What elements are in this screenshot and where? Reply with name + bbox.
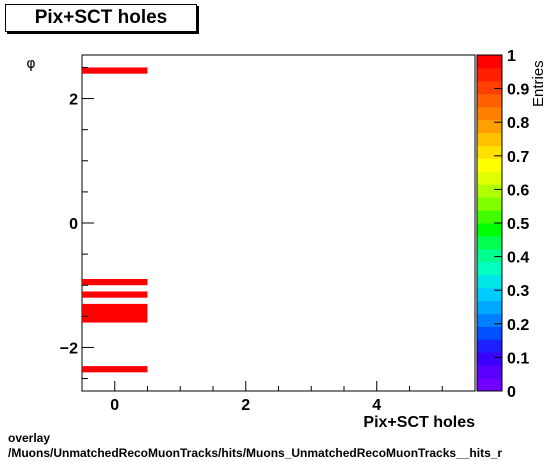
colorbar-tick-label: 0.1 [507, 350, 529, 367]
colorbar-swatch [477, 119, 502, 134]
heatmap-cell [82, 366, 148, 373]
colorbar-swatch [477, 352, 502, 366]
colorbar-swatch [477, 287, 502, 302]
colorbar-swatch [477, 261, 502, 276]
footer-line-2: /Muons/UnmatchedRecoMuonTracks/hits/Muon… [8, 446, 503, 460]
colorbar-swatch [477, 158, 502, 172]
colorbar-label: Entries [530, 60, 546, 107]
colorbar-swatch [477, 197, 502, 211]
colorbar-swatch [477, 300, 502, 314]
y-tick-label: −2 [60, 340, 78, 357]
colorbar-swatch [477, 326, 502, 340]
colorbar-swatch [477, 248, 502, 263]
y-axis-label: φ [26, 56, 35, 72]
colorbar-tick-label: 0.8 [507, 115, 529, 132]
heatmap-cell [82, 279, 148, 286]
colorbar-tick-label: 0.5 [507, 216, 529, 233]
y-tick-label: 2 [69, 92, 78, 109]
colorbar-swatch [477, 93, 502, 108]
colorbar-swatch [477, 339, 502, 353]
colorbar-tick-label: 0.9 [507, 82, 529, 99]
colorbar-swatch [477, 210, 502, 224]
colorbar-swatch [477, 67, 502, 82]
colorbar-swatch [477, 223, 502, 237]
colorbar-swatch [477, 313, 502, 327]
colorbar-swatch [477, 378, 502, 392]
colorbar-swatch [477, 235, 502, 250]
colorbar-swatch [477, 365, 502, 379]
x-tick-label: 4 [372, 397, 381, 414]
title-box: Pix+SCT holes [5, 4, 197, 32]
x-axis-label: Pix+SCT holes [363, 414, 475, 431]
colorbar-tick-label: 0.3 [507, 283, 529, 300]
footer-line-1: overlay [8, 431, 51, 445]
colorbar-tick-label: 0.2 [507, 317, 529, 334]
heatmap-cell [82, 303, 148, 323]
plot-frame [81, 54, 476, 392]
colorbar-tick-label: 0 [507, 384, 516, 401]
colorbar-swatch [477, 55, 502, 69]
chart-title: Pix+SCT holes [34, 7, 168, 28]
colorbar-swatch [477, 274, 502, 289]
x-tick-label: 2 [241, 397, 250, 414]
colorbar-swatch [477, 132, 502, 146]
colorbar-tick-label: 0.4 [507, 250, 529, 267]
colorbar-tick-label: 0.7 [507, 149, 529, 166]
x-tick-label: 0 [110, 397, 119, 414]
colorbar-swatch [477, 171, 502, 185]
colorbar-swatch [477, 184, 502, 198]
colorbar-swatch [477, 106, 502, 121]
footer: overlay /Muons/UnmatchedRecoMuonTracks/h… [8, 431, 546, 461]
colorbar-swatch [477, 145, 502, 159]
colorbar-swatch [477, 80, 502, 95]
colorbar-tick-label: 0.6 [507, 182, 529, 199]
heatmap-cell [82, 67, 148, 74]
heatmap-cell [82, 291, 148, 298]
y-tick-label: 0 [69, 216, 78, 233]
colorbar-tick-label: 1 [507, 48, 516, 65]
